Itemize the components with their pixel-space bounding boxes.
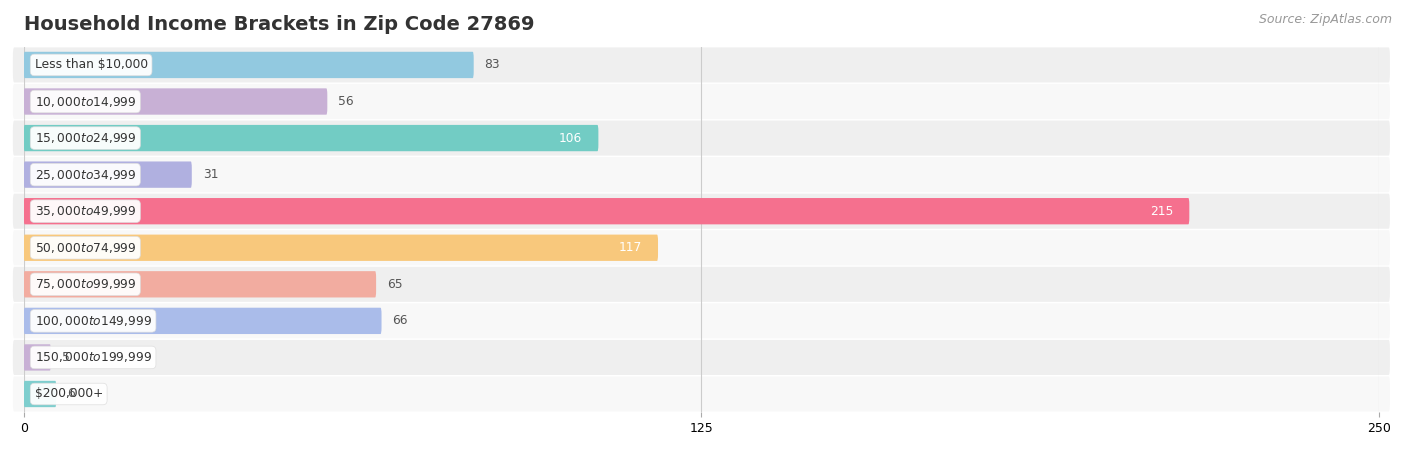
FancyBboxPatch shape [13,230,1391,266]
Text: Source: ZipAtlas.com: Source: ZipAtlas.com [1258,14,1392,27]
FancyBboxPatch shape [24,381,56,407]
FancyBboxPatch shape [24,344,51,371]
FancyBboxPatch shape [13,377,1391,412]
Text: 56: 56 [339,95,354,108]
FancyBboxPatch shape [13,47,1391,82]
Text: 106: 106 [558,131,582,144]
Text: $15,000 to $24,999: $15,000 to $24,999 [35,131,136,145]
Text: 66: 66 [392,315,408,327]
FancyBboxPatch shape [13,84,1391,119]
FancyBboxPatch shape [13,340,1391,375]
Text: 6: 6 [67,387,75,400]
FancyBboxPatch shape [13,303,1391,338]
FancyBboxPatch shape [24,234,658,261]
FancyBboxPatch shape [24,162,191,188]
FancyBboxPatch shape [24,271,377,297]
Text: Less than $10,000: Less than $10,000 [35,58,148,72]
Text: Household Income Brackets in Zip Code 27869: Household Income Brackets in Zip Code 27… [24,15,534,34]
Text: 31: 31 [202,168,218,181]
Text: 117: 117 [619,241,641,254]
FancyBboxPatch shape [24,125,599,151]
FancyBboxPatch shape [13,157,1391,192]
FancyBboxPatch shape [13,121,1391,156]
FancyBboxPatch shape [24,308,381,334]
Text: $10,000 to $14,999: $10,000 to $14,999 [35,94,136,108]
FancyBboxPatch shape [24,88,328,115]
FancyBboxPatch shape [24,52,474,78]
Text: 83: 83 [485,58,501,72]
Text: 65: 65 [387,278,402,291]
Text: 215: 215 [1150,205,1173,218]
Text: $150,000 to $199,999: $150,000 to $199,999 [35,351,152,364]
FancyBboxPatch shape [13,194,1391,229]
Text: $100,000 to $149,999: $100,000 to $149,999 [35,314,152,328]
Text: 5: 5 [62,351,69,364]
Text: $25,000 to $34,999: $25,000 to $34,999 [35,168,136,182]
Text: $35,000 to $49,999: $35,000 to $49,999 [35,204,136,218]
FancyBboxPatch shape [24,198,1189,225]
Text: $75,000 to $99,999: $75,000 to $99,999 [35,277,136,291]
Text: $200,000+: $200,000+ [35,387,103,400]
FancyBboxPatch shape [13,267,1391,302]
Text: $50,000 to $74,999: $50,000 to $74,999 [35,241,136,255]
